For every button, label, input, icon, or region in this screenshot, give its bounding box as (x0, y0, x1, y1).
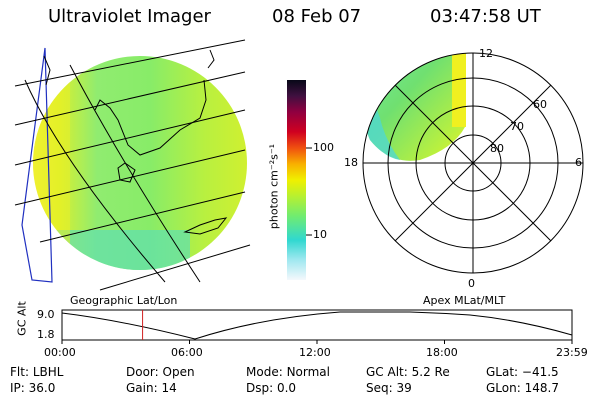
date: 08 Feb 07 (272, 6, 362, 27)
mlt-label-12: 12 (479, 47, 493, 60)
status-glat: GLat: −41.5 (486, 365, 559, 379)
altitude-xtick-3: 18:00 (426, 346, 458, 359)
mlat-label-70: 70 (510, 120, 524, 133)
altitude-xtick-4: 23:59 (556, 346, 588, 359)
altitude-ytick-min: 1.8 (37, 328, 55, 341)
title: Ultraviolet Imager (48, 6, 211, 27)
altitude-xtick-1: 06:00 (171, 346, 203, 359)
status-dsp: Dsp: 0.0 (246, 381, 297, 395)
time: 03:47:58 UT (430, 6, 541, 27)
status-glon: GLon: 148.7 (486, 381, 559, 395)
mlat-label-60: 60 (533, 98, 547, 111)
altitude-curve (61, 311, 573, 340)
altitude-xtick-2: 12:00 (299, 346, 331, 359)
nz-coast (183, 217, 228, 235)
mlt-label-6: 6 (575, 156, 582, 169)
status-gc-alt: GC Alt: 5.2 Re (366, 365, 450, 379)
tasmania-coast (117, 162, 136, 183)
status-gain: Gain: 14 (126, 381, 177, 395)
right-panel-caption: Apex MLat/MLT (423, 294, 506, 307)
altitude-xtick-0: 00:00 (44, 346, 76, 359)
colorbar-tick-10: 10 (313, 228, 327, 241)
mlat-label-80: 80 (490, 142, 504, 155)
left-panel-caption: Geographic Lat/Lon (70, 294, 178, 307)
mlt-label-0: 0 (468, 277, 475, 290)
status-mode: Mode: Normal (246, 365, 330, 379)
altitude-ylabel: GC Alt (15, 301, 29, 336)
altitude-ytick-max: 9.0 (37, 308, 55, 321)
status-ip: IP: 36.0 (10, 381, 56, 395)
colorbar-scale (287, 80, 306, 280)
mlt-label-18: 18 (344, 156, 358, 169)
earth-disc (33, 56, 247, 270)
status-door: Door: Open (126, 365, 195, 379)
colorbar-tick-100: 100 (313, 141, 334, 154)
status-seq: Seq: 39 (366, 381, 412, 395)
image-boundary (21, 47, 53, 283)
australia-coast (94, 79, 207, 156)
status-filter: Flt: LBHL (10, 365, 64, 379)
